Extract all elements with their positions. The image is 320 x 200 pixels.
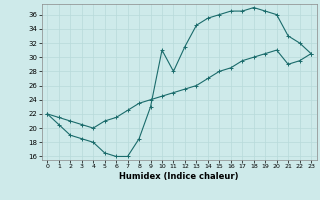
X-axis label: Humidex (Indice chaleur): Humidex (Indice chaleur) — [119, 172, 239, 181]
